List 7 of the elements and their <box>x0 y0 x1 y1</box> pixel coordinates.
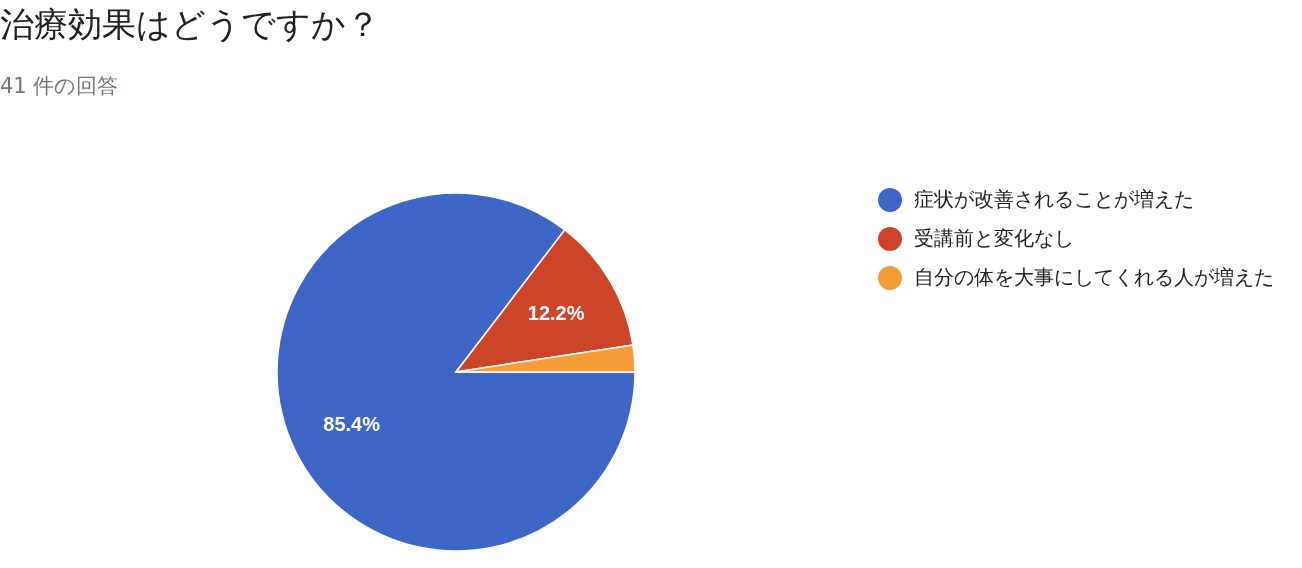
legend-label: 受講前と変化なし <box>914 225 1074 252</box>
text: 41 件の回答 <box>0 73 119 100</box>
legend-label: 症状が改善されることが増えた <box>914 186 1194 213</box>
legend-label: 自分の体を大事にしてくれる人が増えた <box>914 264 1274 291</box>
data-label: 12.2% <box>527 301 585 324</box>
chart-title: 治療効果はどうですか？ <box>0 3 380 46</box>
data-label: 85.4% <box>323 412 381 435</box>
